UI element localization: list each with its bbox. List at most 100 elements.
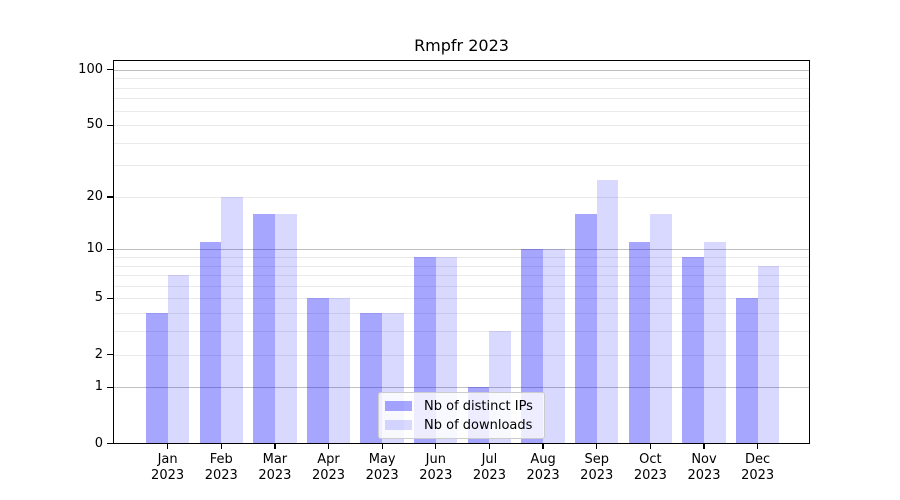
x-tick-month: Nov (691, 452, 717, 467)
x-tick-month: Dec (745, 452, 771, 467)
x-tick-year: 2023 (687, 467, 721, 483)
gridline-minor (113, 110, 810, 112)
gridline-minor (113, 196, 810, 198)
x-tick (381, 443, 383, 449)
legend-item-distinct-ips: Nb of distinct IPs (385, 398, 538, 414)
x-tick-year: 2023 (580, 467, 614, 483)
y-tick (107, 354, 113, 356)
y-tick (107, 248, 113, 251)
bar-downloads-feb (221, 196, 243, 444)
x-tick-label: Dec 2023 (726, 452, 790, 483)
bar-downloads-apr (328, 298, 351, 444)
y-tick (107, 297, 113, 300)
legend-item-downloads: Nb of downloads (385, 417, 538, 433)
gridline-minor (113, 298, 810, 300)
x-tick-year: 2023 (151, 467, 185, 483)
x-tick-month: Aug (530, 452, 556, 467)
gridline-minor (113, 125, 810, 127)
x-tick-label: Jul 2023 (457, 452, 521, 483)
gridline-minor (113, 87, 810, 89)
x-tick-label: Apr 2023 (297, 452, 361, 483)
legend-swatch-distinct-ips (385, 401, 412, 411)
x-tick-year: 2023 (204, 467, 238, 483)
gridline-minor (113, 275, 810, 277)
x-tick-month: Jun (425, 452, 446, 467)
bar-downloads-sep (596, 179, 619, 444)
y-tick-label: 5 (94, 290, 103, 306)
x-tick-label: Jun 2023 (404, 452, 468, 483)
bar-ips-feb (199, 242, 222, 444)
bar-ips-nov (682, 256, 704, 444)
x-tick (274, 443, 276, 449)
gridline-minor (113, 78, 810, 80)
gridline-minor (113, 313, 810, 315)
x-tick-year: 2023 (633, 467, 667, 483)
gridline-minor (113, 165, 810, 167)
x-tick (220, 443, 222, 449)
bar-downloads-jan (167, 275, 190, 444)
legend: Nb of distinct IPs Nb of downloads (378, 392, 545, 439)
gridline-minor (113, 265, 810, 267)
x-tick (327, 443, 330, 449)
x-tick (649, 443, 652, 449)
x-tick-year: 2023 (258, 467, 292, 483)
y-tick (107, 124, 113, 126)
legend-label-downloads: Nb of downloads (424, 417, 533, 433)
y-tick (107, 386, 113, 389)
x-tick-year: 2023 (311, 467, 346, 483)
x-tick-year: 2023 (419, 467, 453, 483)
bar-downloads-aug (543, 249, 565, 444)
chart-title: Rmpfr 2023 (414, 36, 509, 55)
gridline-major (113, 249, 810, 251)
bar-downloads-dec (757, 265, 780, 444)
legend-label-distinct-ips: Nb of distinct IPs (424, 398, 533, 414)
gridline-minor (113, 285, 810, 287)
bar-downloads-oct (650, 214, 673, 444)
x-tick-month: Jan (157, 452, 178, 467)
gridline-minor (113, 331, 810, 333)
x-tick-label: Jan 2023 (136, 452, 200, 483)
x-tick-month: Sep (584, 452, 609, 467)
x-tick-year: 2023 (741, 467, 775, 483)
bar-downloads-mar (274, 214, 297, 444)
x-tick (488, 443, 491, 449)
bar-ips-sep (575, 214, 597, 444)
x-tick (167, 443, 169, 449)
gridline-minor (113, 256, 810, 258)
x-tick (435, 443, 437, 449)
legend-swatch-downloads (385, 420, 412, 430)
x-tick-year: 2023 (472, 467, 506, 483)
y-tick-label: 20 (86, 188, 103, 204)
x-tick (542, 443, 544, 449)
gridline-minor (113, 98, 810, 100)
x-tick-month: Jul (481, 452, 498, 467)
x-tick-month: Apr (317, 452, 340, 467)
gridline-minor (113, 142, 810, 144)
bar-ips-oct (628, 242, 651, 444)
x-tick-label: Oct 2023 (618, 452, 682, 483)
y-tick (107, 196, 113, 198)
x-tick (703, 443, 705, 449)
y-tick (107, 443, 113, 445)
x-tick-label: May 2023 (350, 452, 414, 483)
x-tick-month: Feb (209, 452, 233, 467)
gridline-minor (113, 354, 810, 356)
gridline-major (113, 69, 810, 71)
x-tick-year: 2023 (365, 467, 399, 483)
x-tick (596, 443, 598, 449)
gridline-major (113, 387, 810, 389)
x-tick-label: Aug 2023 (511, 452, 575, 483)
y-tick-label: 2 (94, 346, 103, 362)
y-tick-label: 50 (86, 117, 103, 133)
bar-ips-dec (735, 298, 758, 444)
y-tick-label: 0 (94, 435, 103, 451)
y-tick-label: 1 (94, 379, 103, 395)
bar-downloads-nov (704, 242, 726, 444)
x-tick (757, 443, 759, 449)
x-tick-month: Oct (639, 452, 662, 467)
x-tick-month: Mar (262, 452, 288, 467)
y-tick (107, 69, 113, 71)
x-tick-label: Sep 2023 (565, 452, 629, 483)
y-tick-label: 10 (86, 241, 103, 257)
